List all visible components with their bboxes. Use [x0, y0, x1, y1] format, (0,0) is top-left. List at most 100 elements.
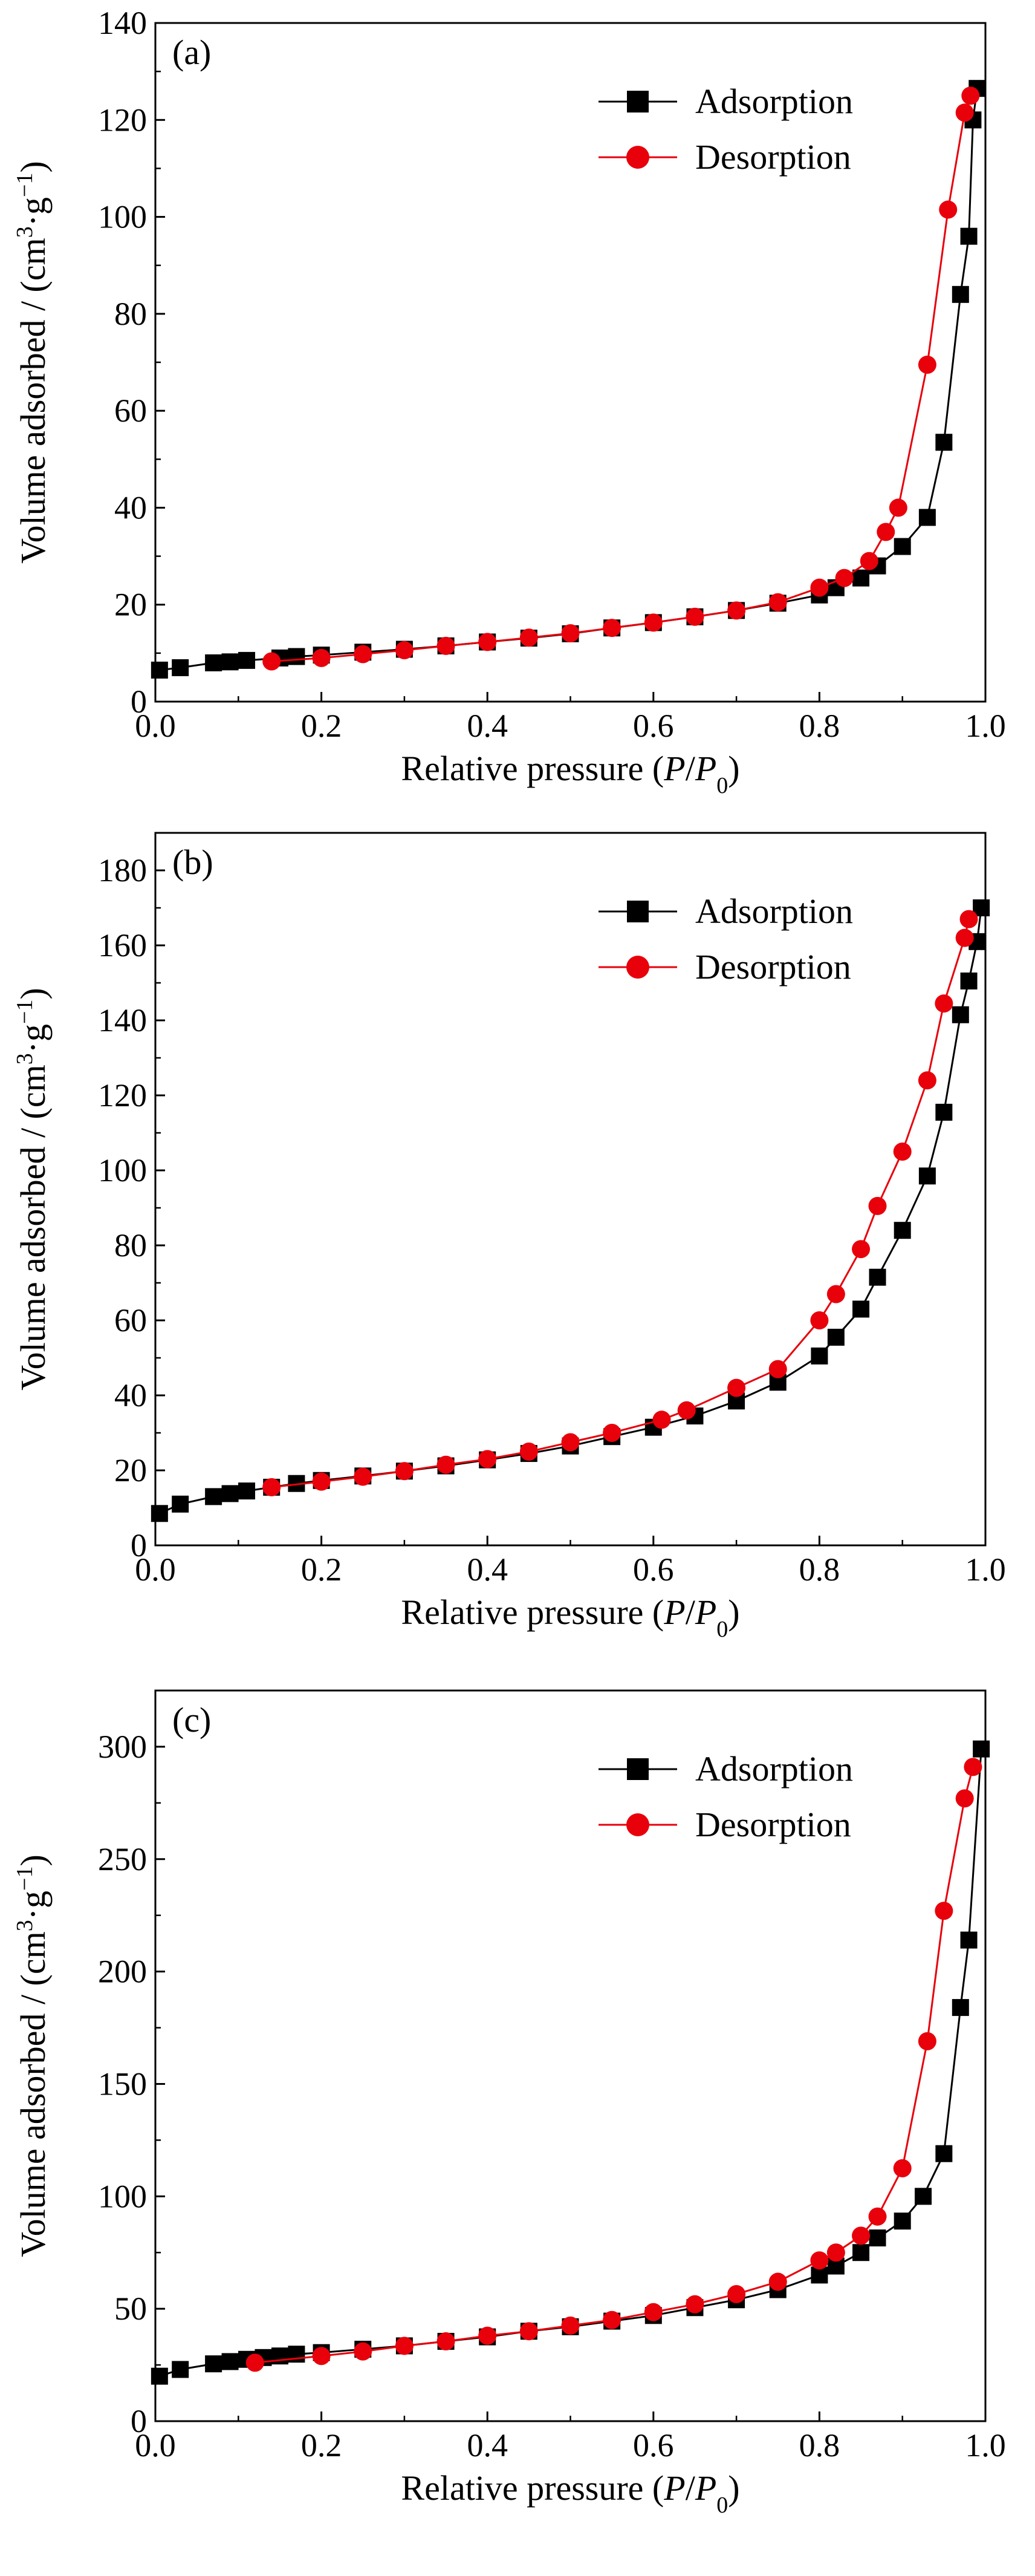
legend-marker-circle: [626, 146, 649, 169]
data-point-square: [952, 1999, 969, 2017]
y-tick-label: 40: [114, 489, 147, 526]
data-point-circle: [312, 1472, 331, 1491]
data-point-square: [271, 2347, 288, 2365]
y-tick-label: 60: [114, 1302, 147, 1339]
x-tick-label: 0.0: [135, 1551, 176, 1588]
y-tick-label: 100: [98, 199, 147, 235]
y-tick-label: 50: [114, 2291, 147, 2327]
x-tick-label: 0.2: [301, 708, 342, 744]
label-part: ): [728, 749, 739, 788]
y-tick-label: 180: [98, 852, 147, 889]
label-part: 0: [716, 773, 728, 798]
series-adsorption: [151, 1740, 990, 2385]
data-point-circle: [395, 641, 414, 660]
label-part: /: [686, 749, 696, 788]
data-point-circle: [893, 1143, 912, 1161]
data-point-square: [960, 1931, 978, 1949]
legend-marker-square: [627, 91, 649, 112]
label-part: ): [728, 1593, 739, 1632]
label-part: Volume adsorbed / (cm: [13, 238, 53, 564]
data-point-circle: [964, 1758, 982, 1776]
label-part: Volume adsorbed / (cm: [13, 1065, 53, 1391]
data-point-circle: [810, 2251, 829, 2270]
data-point-square: [894, 1222, 911, 1239]
data-point-circle: [868, 1196, 887, 1215]
label-part: −1: [12, 173, 37, 197]
data-point-square: [960, 227, 978, 245]
data-point-circle: [768, 593, 787, 611]
data-point-square: [935, 1103, 953, 1121]
series-adsorption: [151, 80, 986, 679]
x-axis-label: Relative pressure (P/P0): [401, 1593, 739, 1642]
data-point-square: [852, 1300, 870, 1318]
data-point-circle: [835, 569, 854, 587]
label-part: 0: [716, 1617, 728, 1642]
label-part: Relative pressure (: [401, 749, 664, 788]
series-line: [271, 919, 970, 1489]
x-tick-label: 1.0: [965, 1551, 1006, 1588]
data-point-square: [811, 1347, 828, 1365]
series-adsorption: [151, 899, 990, 1522]
label-part: −1: [12, 1000, 37, 1024]
data-point-square: [852, 569, 870, 587]
data-point-square: [952, 285, 969, 303]
data-point-circle: [918, 1071, 936, 1090]
label-part: P: [695, 749, 716, 788]
x-tick-label: 0.6: [633, 1551, 674, 1588]
y-tick-label: 0: [131, 683, 147, 720]
y-tick-label: 120: [98, 1077, 147, 1114]
y-tick-label: 160: [98, 927, 147, 964]
data-point-circle: [603, 619, 621, 637]
data-point-square: [205, 654, 222, 671]
x-tick-label: 0.4: [467, 2427, 508, 2464]
legend-marker-square: [627, 1758, 649, 1780]
data-point-circle: [519, 628, 538, 647]
data-point-circle: [652, 1410, 671, 1429]
y-tick-label: 0: [131, 2403, 147, 2439]
x-tick-label: 0.4: [467, 1551, 508, 1588]
x-tick-label: 0.6: [633, 2427, 674, 2464]
label-part: ·g: [13, 197, 53, 226]
label-part: 0: [716, 2493, 728, 2518]
data-point-circle: [561, 2317, 580, 2335]
data-point-circle: [810, 578, 829, 597]
y-tick-label: 80: [114, 1227, 147, 1264]
series-line: [159, 907, 982, 1515]
data-point-circle: [935, 1902, 953, 1920]
data-point-circle: [939, 200, 958, 219]
label-part: 3: [12, 226, 37, 238]
y-tick-label: 100: [98, 2178, 147, 2214]
legend-entry-adsorption: Adsorption: [599, 892, 853, 931]
data-point-circle: [644, 2303, 663, 2321]
y-tick-label: 40: [114, 1377, 147, 1414]
y-tick-label: 0: [131, 1527, 147, 1564]
data-point-square: [238, 1482, 256, 1500]
data-point-square: [151, 661, 168, 679]
label-part: P: [663, 2468, 685, 2508]
panel-label: (b): [172, 843, 213, 882]
data-point-circle: [395, 1462, 414, 1481]
data-point-circle: [852, 1240, 871, 1259]
legend-entry-desorption: Desorption: [599, 137, 851, 177]
x-axis-label: Relative pressure (P/P0): [401, 2468, 739, 2518]
chart-panel-2: 0.0 0.2 0.4 0.6 0.8 1.0 0 50 100 150 200 250 300 Rela…: [12, 1689, 1006, 2518]
label-part: P: [663, 749, 685, 788]
data-point-square: [915, 2188, 932, 2205]
data-point-circle: [677, 1401, 696, 1420]
data-point-circle: [686, 607, 704, 626]
y-tick-label: 250: [98, 1841, 147, 1877]
legend-label: Desorption: [695, 137, 851, 177]
x-tick-label: 0.2: [301, 2427, 342, 2464]
data-point-circle: [603, 2310, 621, 2329]
data-point-square: [869, 2229, 886, 2247]
data-point-square: [151, 1505, 168, 1522]
y-tick-label: 300: [98, 1729, 147, 1765]
data-point-circle: [727, 1378, 746, 1397]
x-tick-label: 0.8: [799, 1551, 840, 1588]
label-part: ): [728, 2468, 739, 2508]
data-point-square: [918, 1167, 936, 1185]
data-point-square: [827, 1328, 845, 1346]
y-tick-label: 60: [114, 393, 147, 429]
label-part: /: [686, 1593, 696, 1632]
